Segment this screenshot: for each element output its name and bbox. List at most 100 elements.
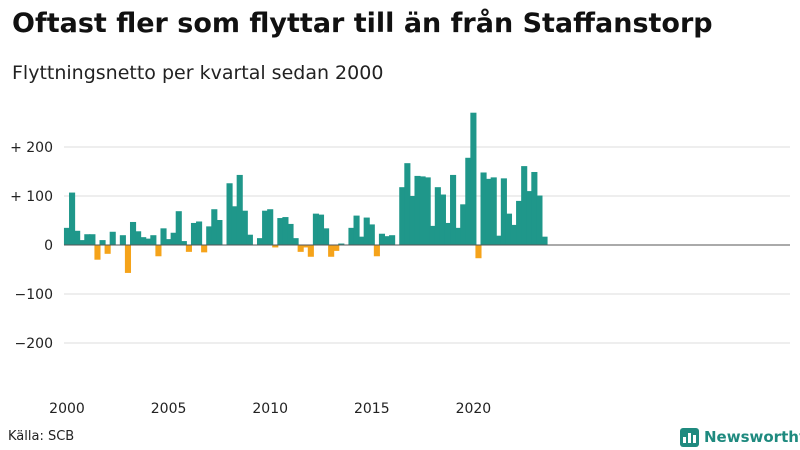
bar-negative xyxy=(328,245,335,257)
newsworthy-logo-icon xyxy=(680,427,699,447)
bar-positive xyxy=(241,210,248,245)
bar-positive xyxy=(165,239,172,245)
bar-negative xyxy=(373,245,380,257)
bar-positive xyxy=(231,206,238,245)
x-tick-label: 2005 xyxy=(151,401,187,417)
bar-positive xyxy=(383,236,391,245)
x-tick-label: 2000 xyxy=(49,401,85,417)
bar-positive xyxy=(444,222,452,245)
bar-positive xyxy=(378,233,386,245)
y-tick-label: + 100 xyxy=(10,189,53,205)
chart-subtitle: Flyttningsnetto per kvartal sedan 2000 xyxy=(12,62,384,84)
bar-positive xyxy=(409,196,416,245)
bar-positive xyxy=(323,228,330,245)
bar-negative xyxy=(475,245,482,259)
bar-positive xyxy=(89,234,96,245)
bar-positive xyxy=(510,224,518,245)
bar-positive xyxy=(312,213,319,245)
bar-positive xyxy=(434,187,441,245)
bar-positive xyxy=(485,178,492,245)
bar-positive xyxy=(150,235,157,245)
bar-positive xyxy=(145,238,152,245)
bar-positive xyxy=(455,227,462,245)
bar-positive xyxy=(353,215,360,245)
bar-positive xyxy=(140,237,147,245)
bar-positive xyxy=(450,174,457,245)
bar-positive xyxy=(399,187,406,245)
x-tick-label: 2020 xyxy=(456,401,492,417)
bar-positive xyxy=(277,218,284,245)
bar-positive xyxy=(541,236,548,245)
bar-positive xyxy=(256,238,264,245)
bar-positive xyxy=(389,235,396,245)
bar-positive xyxy=(414,175,421,245)
bar-positive xyxy=(439,194,446,245)
brand-name: Newsworthy xyxy=(704,428,800,446)
bar-positive xyxy=(84,234,91,245)
bar-positive xyxy=(119,235,126,245)
bar-positive xyxy=(287,223,294,245)
bar-positive xyxy=(160,228,167,245)
bar-negative xyxy=(297,245,304,252)
bar-positive xyxy=(190,222,198,245)
bar-positive xyxy=(500,178,507,245)
bar-positive xyxy=(74,230,81,245)
bar-positive xyxy=(196,221,203,245)
y-tick-label: −200 xyxy=(15,336,53,352)
bar-positive xyxy=(495,235,502,245)
bar-positive xyxy=(206,226,213,245)
bar-positive xyxy=(63,227,71,245)
bar-positive xyxy=(419,176,426,245)
bar-positive xyxy=(368,224,375,245)
bar-negative xyxy=(201,245,208,253)
bar-negative xyxy=(94,245,101,260)
bar-positive xyxy=(358,236,365,245)
y-tick-label: −100 xyxy=(15,287,53,303)
bar-positive xyxy=(516,200,523,245)
bar-positive xyxy=(170,232,177,245)
bar-positive xyxy=(424,177,431,245)
bar-positive xyxy=(267,209,274,245)
bar-positive xyxy=(236,174,243,245)
bar-positive xyxy=(282,217,289,245)
bar-positive xyxy=(505,213,513,245)
bar-negative xyxy=(124,245,132,273)
bar-positive xyxy=(536,195,543,245)
bar-negative xyxy=(104,245,111,254)
bar-negative xyxy=(302,245,309,248)
bar-positive xyxy=(404,163,411,245)
bar-positive xyxy=(470,112,477,245)
bar-positive xyxy=(348,227,355,245)
x-tick-label: 2010 xyxy=(252,401,288,417)
bar-chart: + 200 + 100 0 −100 −200 2000 2005 2010 2015 2020 xyxy=(10,112,790,417)
bar-negative xyxy=(333,245,340,251)
bar-negative xyxy=(272,245,279,248)
bar-positive xyxy=(262,210,269,245)
x-tick-label: 2015 xyxy=(354,401,390,417)
bar-negative xyxy=(307,245,314,257)
bar-positive xyxy=(490,177,497,245)
bar-positive xyxy=(480,172,487,245)
bar-positive xyxy=(175,211,182,245)
bar-positive xyxy=(363,217,370,245)
bar-positive xyxy=(211,209,218,245)
bar-negative xyxy=(155,245,162,257)
bar-negative xyxy=(185,245,192,252)
y-tick-label: 0 xyxy=(44,238,53,254)
bar-positive xyxy=(521,166,528,245)
bar-positive xyxy=(465,157,472,245)
y-tick-label: + 200 xyxy=(10,140,53,156)
bar-positive xyxy=(180,241,187,245)
bar-positive xyxy=(129,221,137,245)
bar-positive xyxy=(99,240,106,245)
bar-positive xyxy=(109,231,116,245)
brand-logo: Newsworthy xyxy=(680,427,800,447)
bar-positive xyxy=(292,238,299,245)
bar-positive xyxy=(531,171,538,245)
bar-positive xyxy=(246,234,253,245)
bar-positive xyxy=(226,183,233,245)
bar-positive xyxy=(526,191,533,245)
bar-positive xyxy=(429,225,436,245)
bar-positive xyxy=(338,243,345,245)
bar-positive xyxy=(317,214,325,245)
